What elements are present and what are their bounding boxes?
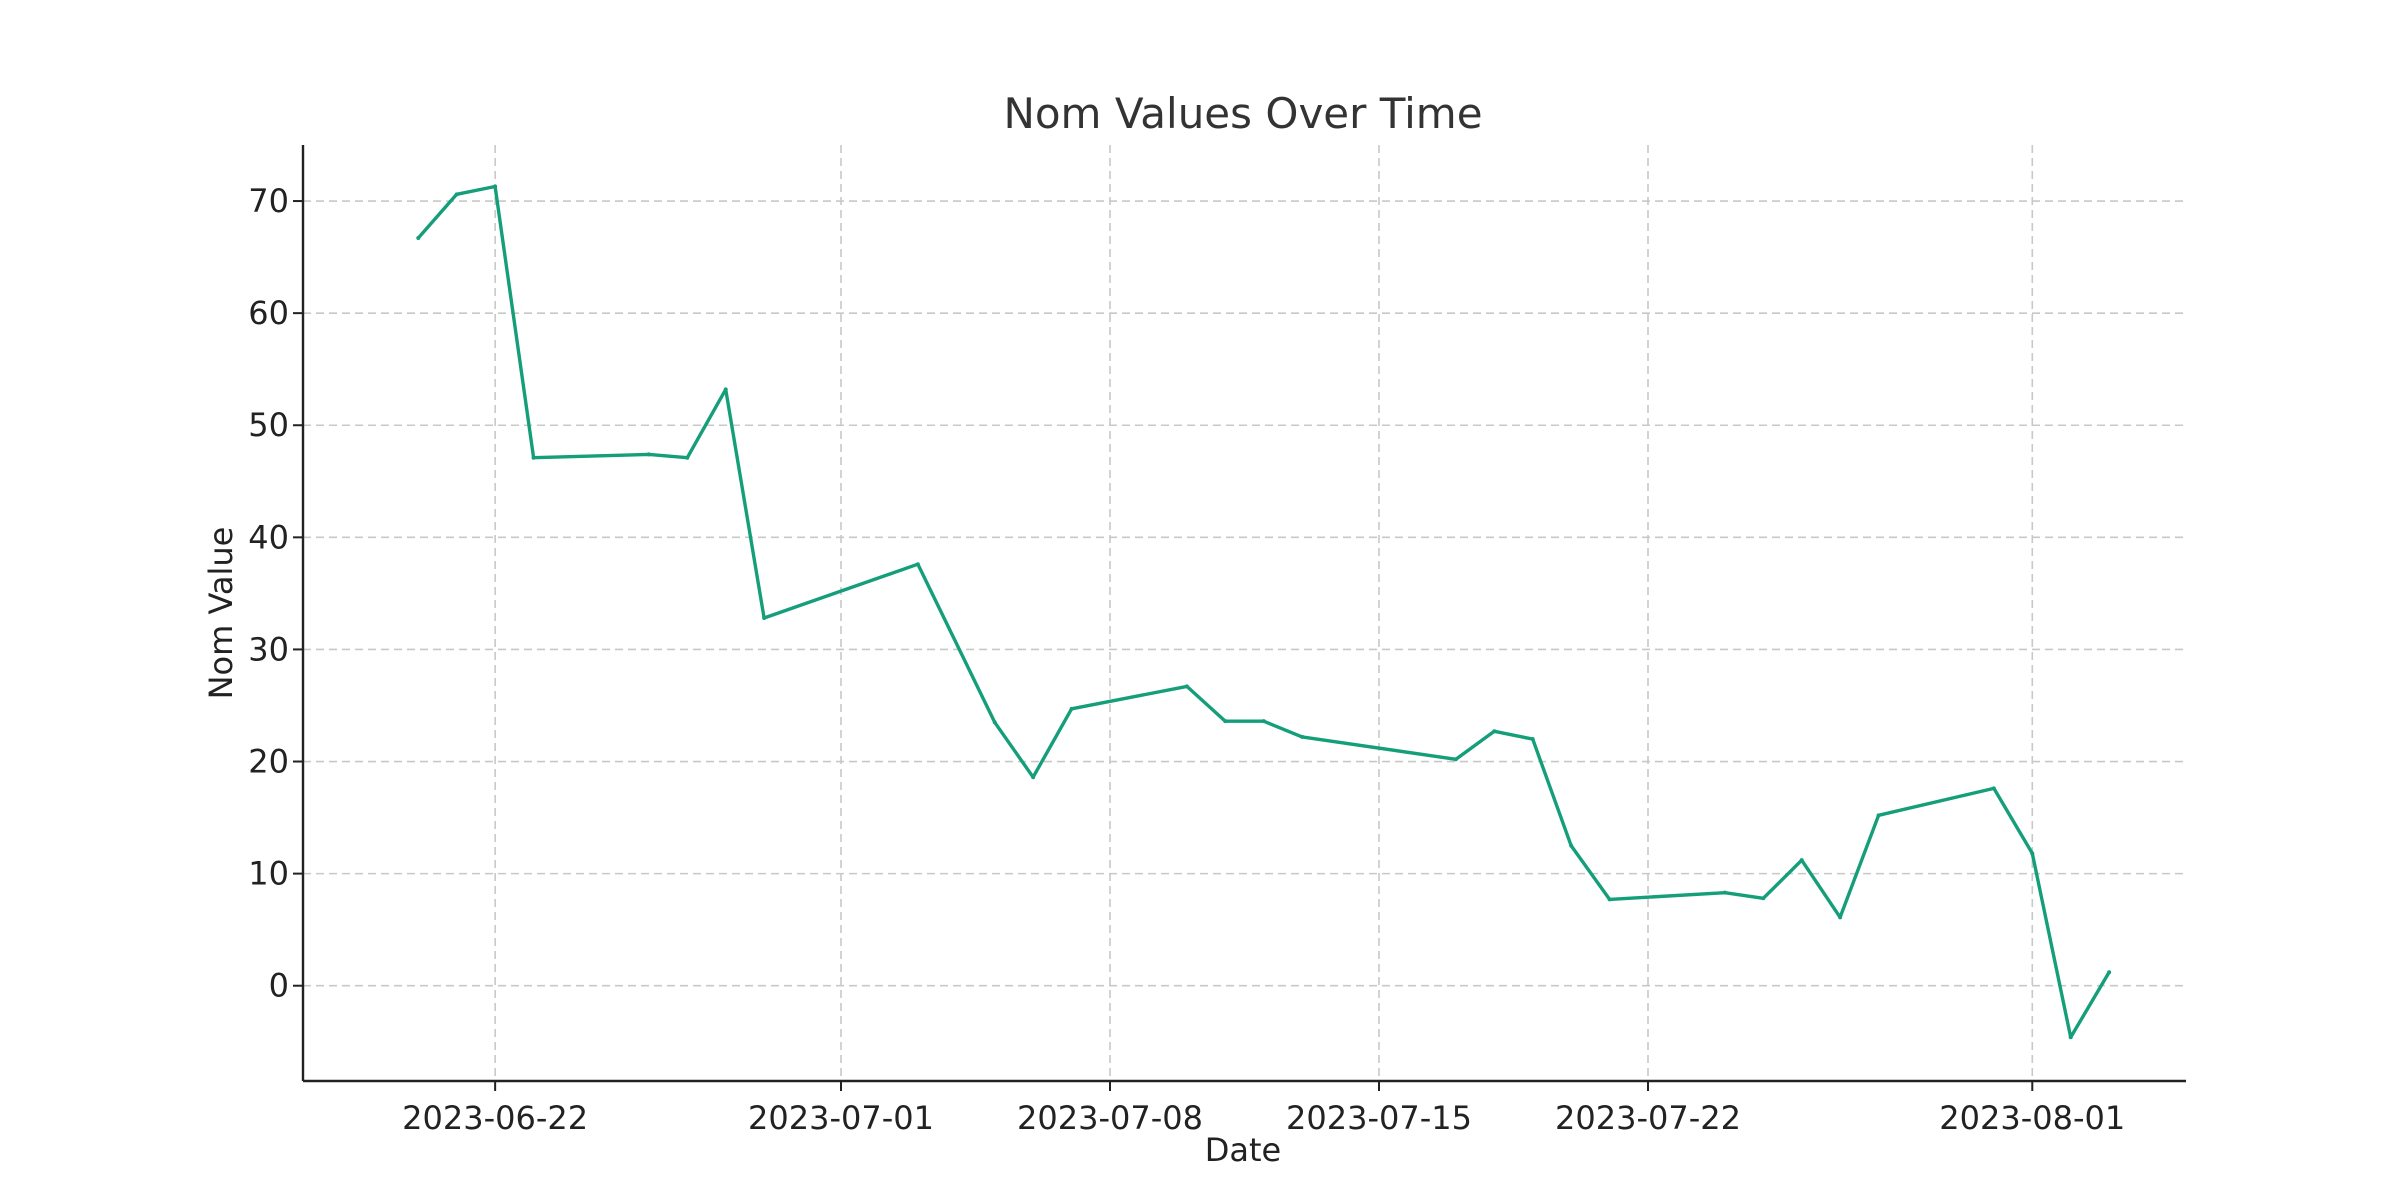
- grid: [303, 145, 2186, 1081]
- data-point: [454, 192, 459, 197]
- data-point: [1223, 719, 1228, 724]
- x-tick-label: 2023-08-01: [1939, 1099, 2125, 1137]
- data-point: [1991, 786, 1996, 791]
- y-tick-label: 50: [248, 406, 289, 444]
- data-point: [1453, 757, 1458, 762]
- y-axis-label: Nom Value: [202, 527, 240, 700]
- data-point: [2030, 851, 2035, 856]
- y-tick-label: 60: [248, 294, 289, 332]
- data-point: [1761, 896, 1766, 901]
- data-point: [1799, 858, 1804, 863]
- data-point: [1300, 734, 1305, 739]
- data-point: [1838, 915, 1843, 920]
- data-point: [723, 387, 728, 392]
- data-point: [2068, 1035, 2073, 1040]
- y-tick-label: 10: [248, 855, 289, 893]
- data-point: [1722, 890, 1727, 895]
- data-point: [992, 720, 997, 725]
- data-point: [531, 455, 536, 460]
- y-tick-label: 30: [248, 630, 289, 668]
- series-line: [416, 184, 2111, 1040]
- data-point: [685, 455, 690, 460]
- data-point: [646, 452, 651, 457]
- data-point: [1569, 843, 1574, 848]
- y-tick-label: 70: [248, 182, 289, 220]
- data-point: [1069, 706, 1074, 711]
- y-tick-label: 20: [248, 743, 289, 781]
- data-point: [1261, 719, 1266, 724]
- x-tick-label: 2023-07-08: [1017, 1099, 1203, 1137]
- x-tick-label: 2023-06-22: [402, 1099, 588, 1137]
- y-tick-label: 0: [269, 967, 289, 1005]
- y-tick-label: 40: [248, 518, 289, 556]
- data-point: [1530, 737, 1535, 742]
- x-ticks: 2023-06-22 2023-07-01 2023-07-08 2023-07-15…: [402, 1081, 2125, 1137]
- data-point: [1184, 684, 1189, 689]
- data-point: [1607, 897, 1612, 902]
- data-point: [1492, 729, 1497, 734]
- data-point: [1031, 775, 1036, 780]
- data-point: [915, 562, 920, 567]
- series-group: [416, 184, 2112, 1040]
- x-tick-label: 2023-07-15: [1286, 1099, 1472, 1137]
- x-axis-label: Date: [1205, 1131, 1281, 1169]
- chart-title: Nom Values Over Time: [1003, 89, 1482, 138]
- data-point: [493, 184, 498, 189]
- data-point: [1876, 813, 1881, 818]
- data-point: [416, 236, 421, 241]
- x-tick-label: 2023-07-01: [748, 1099, 934, 1137]
- axes: [301, 145, 2186, 1083]
- data-point: [2107, 970, 2112, 975]
- y-ticks: 0 10 20 30 40 50 60 70: [248, 182, 303, 1005]
- data-point: [762, 616, 767, 621]
- x-tick-label: 2023-07-22: [1555, 1099, 1741, 1137]
